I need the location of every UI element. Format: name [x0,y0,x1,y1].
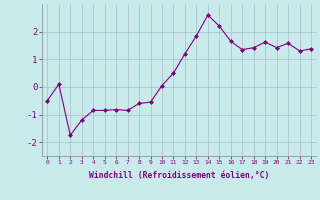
X-axis label: Windchill (Refroidissement éolien,°C): Windchill (Refroidissement éolien,°C) [89,171,269,180]
